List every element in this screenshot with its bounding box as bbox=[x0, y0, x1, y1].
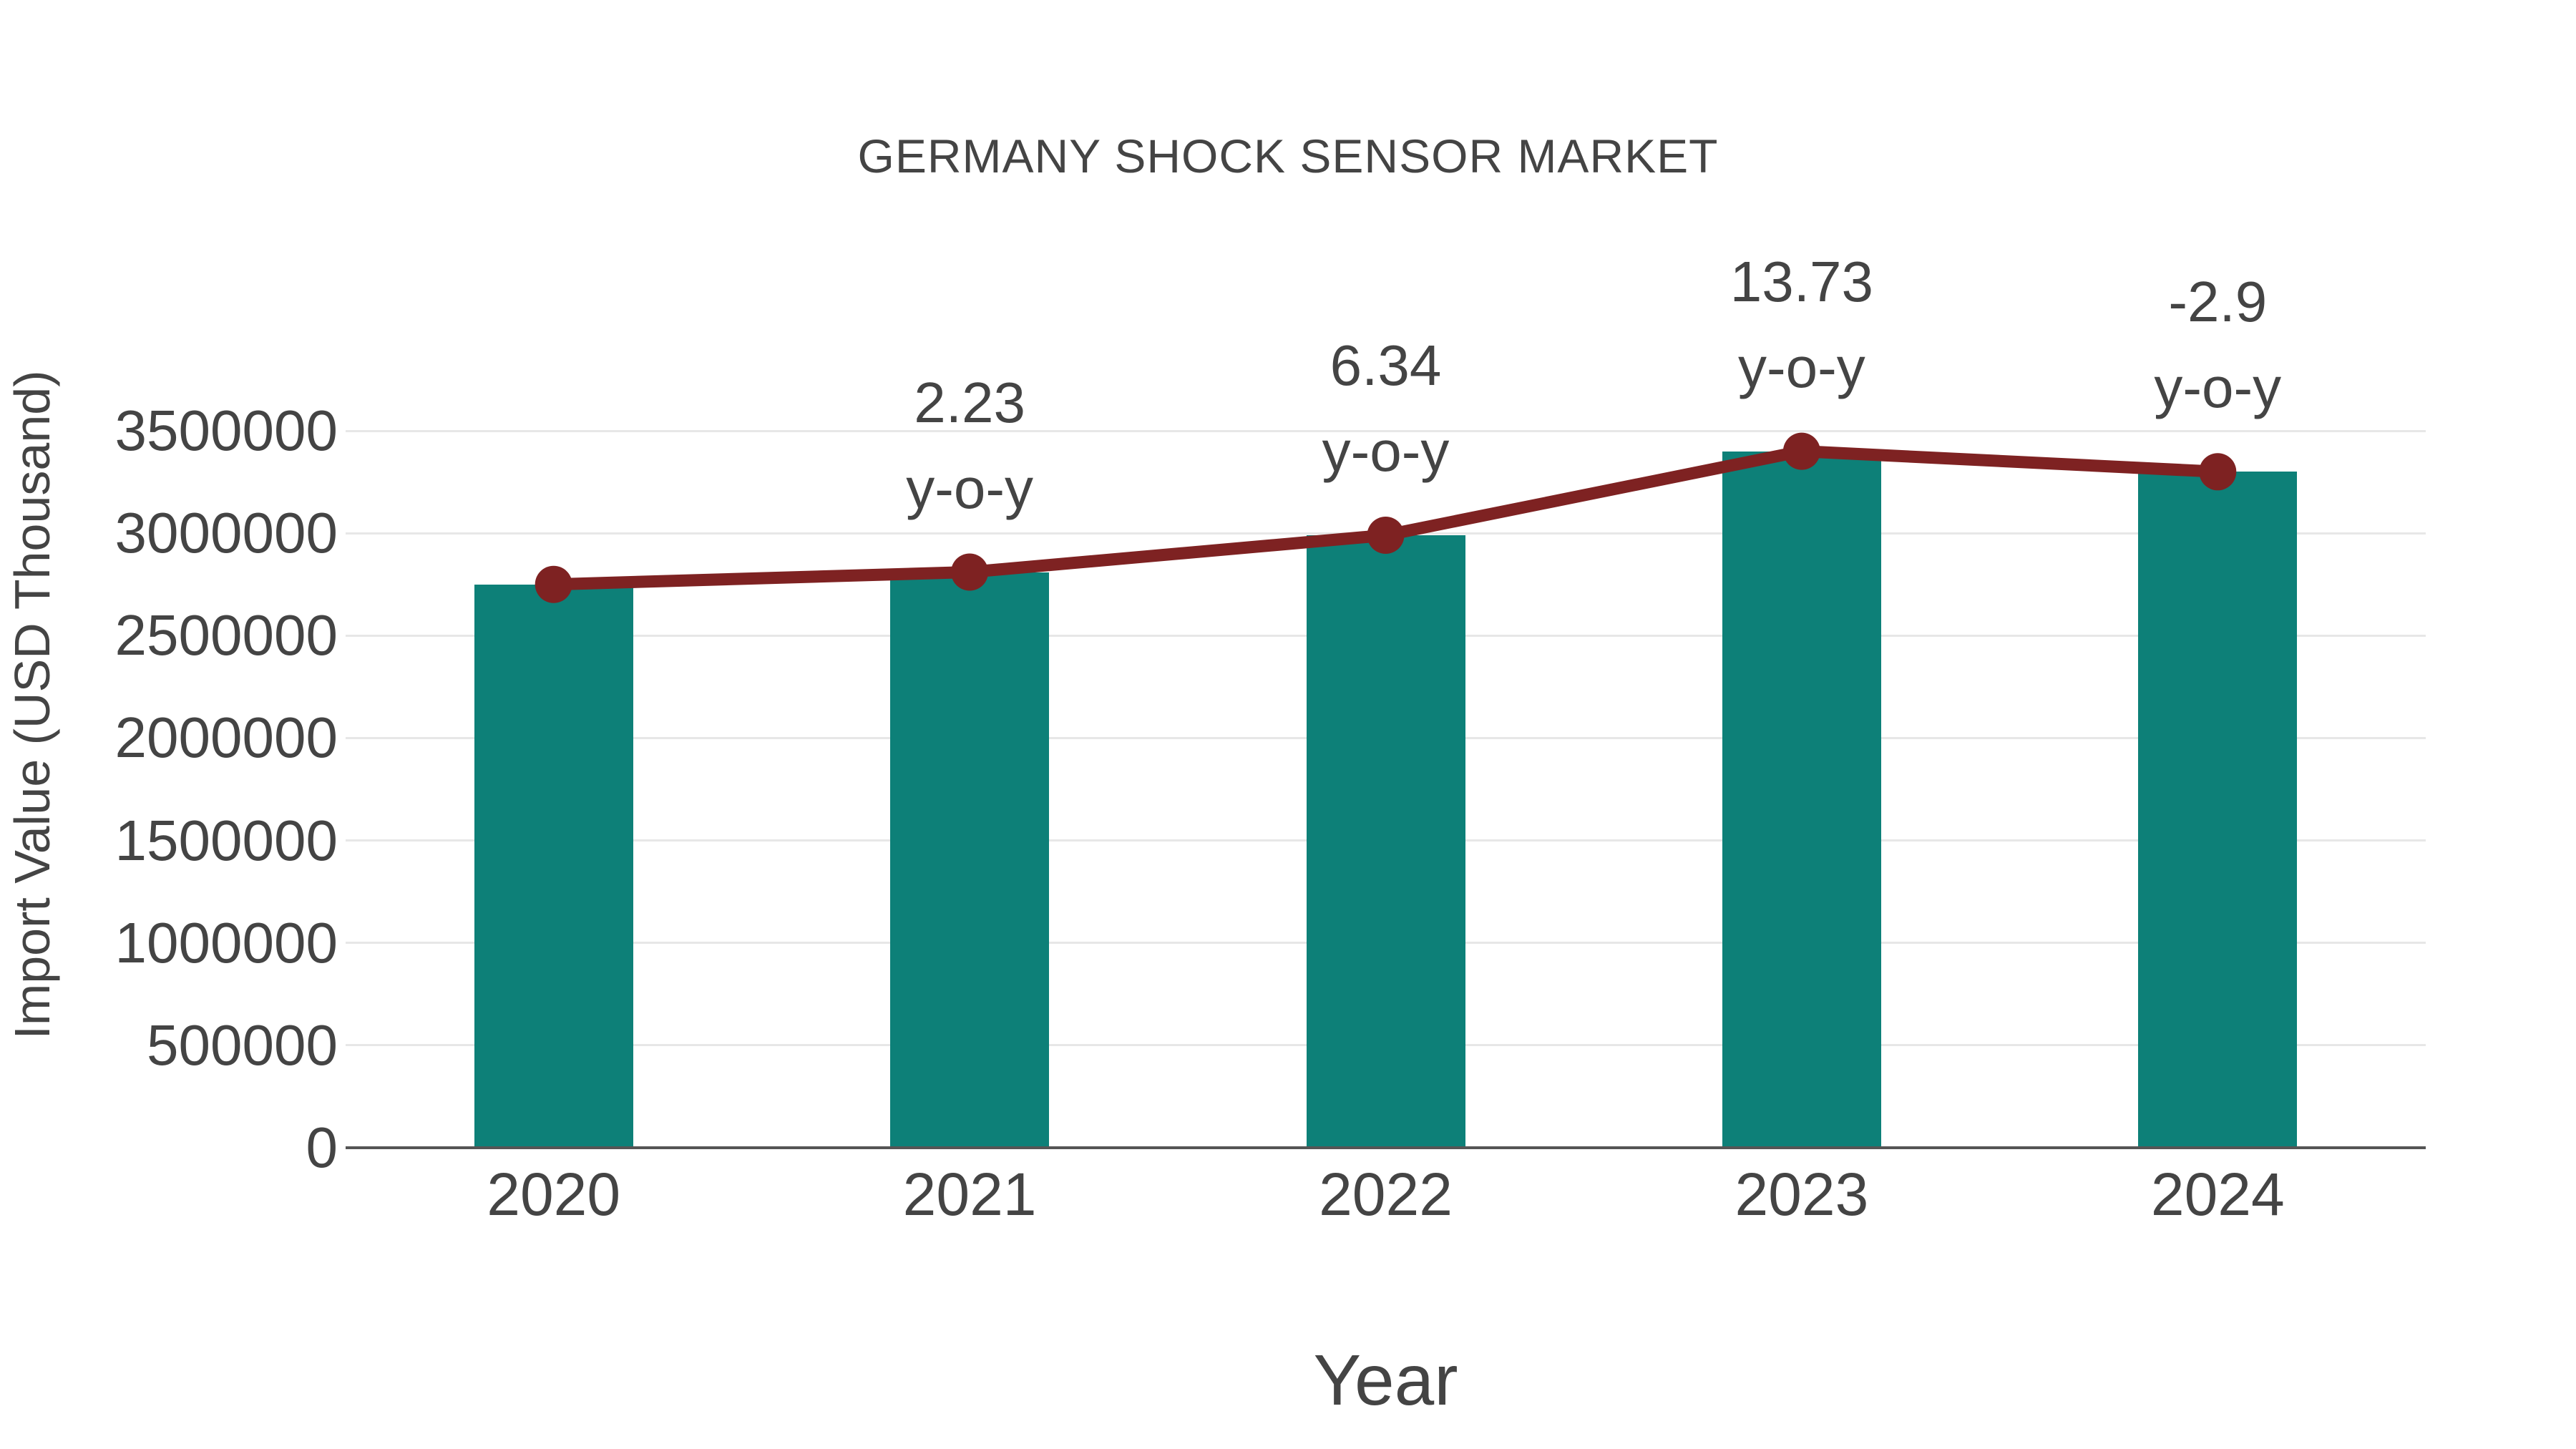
y-axis-tick-label: 3000000 bbox=[114, 501, 338, 565]
bar-2022 bbox=[1306, 535, 1465, 1148]
yoy-annotation-line: 2.23 bbox=[914, 370, 1025, 434]
y-axis-tick-label: 3500000 bbox=[114, 399, 338, 462]
x-axis-tick-label: 2024 bbox=[2150, 1161, 2285, 1228]
bar-2021 bbox=[890, 572, 1050, 1148]
bar-2020 bbox=[474, 584, 633, 1148]
line-series-layer bbox=[535, 432, 2237, 603]
yoy-annotation-2024: -2.9 y-o-y bbox=[2009, 259, 2426, 431]
plot-area: 2.23 y-o-y 6.34 y-o-y 13.73 y-o-y -2.9 y-o-y bbox=[346, 250, 2426, 1149]
y-axis-tick-label: 500000 bbox=[147, 1013, 338, 1077]
line-marker-2024 bbox=[2199, 453, 2237, 491]
gridline bbox=[346, 429, 2426, 432]
yoy-annotation-line: y-o-y bbox=[2154, 356, 2282, 420]
bar-2024 bbox=[2138, 472, 2298, 1148]
yoy-annotation-line: y-o-y bbox=[1738, 335, 1865, 399]
yoy-annotation-line: 6.34 bbox=[1330, 333, 1442, 398]
yoy-annotation-2022: 6.34 y-o-y bbox=[1178, 323, 1594, 494]
line-marker-2022 bbox=[1367, 517, 1405, 554]
yoy-annotation-2023: 13.73 y-o-y bbox=[1594, 239, 2010, 411]
y-axis-tick-label: 1000000 bbox=[114, 910, 338, 975]
yoy-annotation-line: -2.9 bbox=[2168, 270, 2268, 334]
x-axis-tick-label: 2020 bbox=[487, 1161, 621, 1228]
y-axis-tick-label: 1500000 bbox=[114, 808, 338, 872]
yoy-annotation-line: y-o-y bbox=[1322, 419, 1450, 484]
line-marker-2021 bbox=[951, 553, 989, 591]
yoy-annotation-line: 13.73 bbox=[1729, 249, 1873, 313]
x-axis-tick-label: 2021 bbox=[902, 1161, 1037, 1228]
x-axis-title: Year bbox=[1313, 1340, 1458, 1420]
y-axis-tick-label: 2500000 bbox=[114, 603, 338, 668]
yoy-annotation-line: y-o-y bbox=[906, 456, 1033, 520]
yoy-annotation-2021: 2.23 y-o-y bbox=[761, 360, 1178, 532]
line-marker-2020 bbox=[535, 565, 572, 603]
line-marker-2023 bbox=[1782, 432, 1820, 470]
y-axis-tick-label: 2000000 bbox=[114, 706, 338, 770]
chart-title: GERMANY SHOCK SENSOR MARKET bbox=[857, 130, 1719, 182]
x-axis-tick-label: 2022 bbox=[1319, 1161, 1453, 1228]
x-axis-tick-label: 2023 bbox=[1735, 1161, 1869, 1228]
bar-2023 bbox=[1722, 451, 1881, 1148]
x-axis-line bbox=[346, 1146, 2426, 1149]
y-axis-tick-label: 0 bbox=[306, 1116, 338, 1179]
